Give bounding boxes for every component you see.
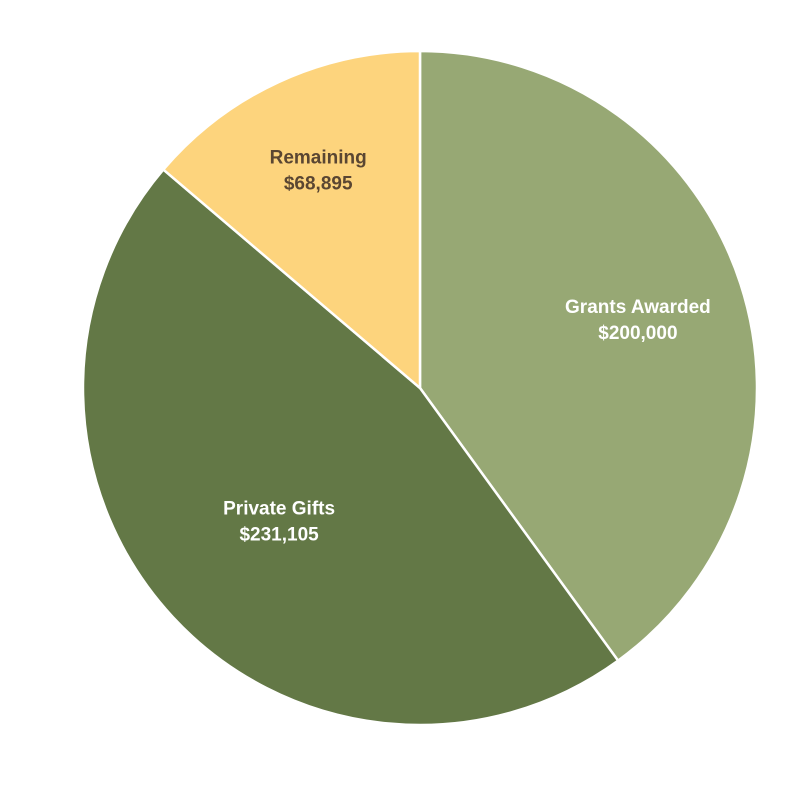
pie-slice-private-gifts: [81, 168, 620, 727]
pie-slice-grants-awarded: [418, 49, 759, 662]
slice-label-private-gifts: Private Gifts: [223, 499, 335, 520]
slices-layer: [81, 49, 759, 727]
labels-layer: Grants Awarded $200,000 Private Gifts $231,…: [223, 148, 711, 546]
slice-value-grants-awarded: $200,000: [598, 323, 677, 344]
pie-slice-remaining: [162, 49, 422, 390]
slice-label-remaining: Remaining: [270, 148, 367, 169]
slice-label-grants-awarded: Grants Awarded: [565, 297, 711, 318]
slice-value-remaining: $68,895: [284, 174, 353, 195]
slice-value-private-gifts: $231,105: [239, 525, 319, 546]
